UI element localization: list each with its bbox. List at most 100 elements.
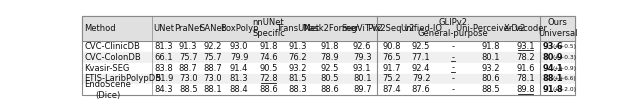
Bar — [83, 52, 575, 63]
Text: 80.1: 80.1 — [353, 74, 371, 83]
Text: SANet: SANet — [199, 24, 225, 33]
Text: 93.0: 93.0 — [230, 42, 248, 51]
Text: 93.6: 93.6 — [542, 42, 563, 51]
Text: CVC-ColonDB: CVC-ColonDB — [84, 53, 141, 62]
Text: 84.3: 84.3 — [155, 85, 173, 94]
Text: (++2.0): (++2.0) — [552, 87, 577, 92]
Text: 91.8: 91.8 — [542, 85, 563, 94]
Text: CVC-ClinicDB: CVC-ClinicDB — [84, 42, 140, 51]
Text: (++0.3): (++0.3) — [552, 55, 577, 60]
Text: 90.5: 90.5 — [259, 64, 278, 73]
Text: 88.3: 88.3 — [289, 85, 307, 94]
Text: 93.2: 93.2 — [289, 64, 307, 73]
Text: 91.4: 91.4 — [230, 64, 248, 73]
Text: 90.8: 90.8 — [382, 42, 401, 51]
Text: nnUNet
Specific: nnUNet Specific — [252, 19, 285, 38]
Text: 88.1: 88.1 — [203, 85, 221, 94]
Text: 91.7: 91.7 — [382, 64, 401, 73]
Text: PraNet: PraNet — [174, 24, 202, 33]
Text: -: - — [452, 74, 454, 83]
Text: (++0.9): (++0.9) — [552, 66, 577, 71]
Text: 93.2: 93.2 — [481, 64, 500, 73]
Text: TransUNet: TransUNet — [276, 24, 319, 33]
Text: Mask2Former: Mask2Former — [301, 24, 358, 33]
Text: 80.1: 80.1 — [481, 53, 500, 62]
Text: 79.3: 79.3 — [353, 53, 371, 62]
Text: 75.7: 75.7 — [203, 53, 221, 62]
Text: 92.4: 92.4 — [412, 64, 430, 73]
Text: -: - — [452, 85, 454, 94]
Text: UNet: UNet — [154, 24, 175, 33]
Text: -: - — [452, 42, 454, 51]
Text: 81.3: 81.3 — [230, 74, 248, 83]
Text: -: - — [452, 64, 454, 73]
Text: 94.1: 94.1 — [542, 64, 563, 73]
Text: 88.7: 88.7 — [203, 64, 221, 73]
Bar — [83, 73, 575, 84]
Text: (++0.5): (++0.5) — [552, 44, 577, 49]
Text: 87.6: 87.6 — [412, 85, 431, 94]
Text: 87.4: 87.4 — [382, 85, 401, 94]
Text: 91.8: 91.8 — [481, 42, 500, 51]
Text: 81.3: 81.3 — [155, 42, 173, 51]
Text: 76.2: 76.2 — [289, 53, 307, 62]
Text: 88.6: 88.6 — [321, 85, 339, 94]
Text: 91.6: 91.6 — [516, 64, 535, 73]
Text: 76.5: 76.5 — [382, 53, 401, 62]
Text: 92.5: 92.5 — [321, 64, 339, 73]
Text: 78.9: 78.9 — [321, 53, 339, 62]
Text: (++6.6): (++6.6) — [553, 77, 577, 81]
Text: ETIS-LaribPolypDB: ETIS-LaribPolypDB — [84, 74, 161, 83]
Text: 91.3: 91.3 — [289, 42, 307, 51]
Text: 83.8: 83.8 — [155, 64, 173, 73]
Text: 88.5: 88.5 — [481, 85, 500, 94]
Bar — [83, 16, 575, 41]
Text: Method: Method — [84, 24, 116, 33]
Text: X-Decoder: X-Decoder — [504, 24, 547, 33]
Text: EndoScene
(Dice): EndoScene (Dice) — [84, 80, 131, 100]
Text: 74.6: 74.6 — [259, 53, 278, 62]
Text: Ours
Universal: Ours Universal — [538, 19, 577, 38]
Text: 81.5: 81.5 — [289, 74, 307, 83]
Text: 91.8: 91.8 — [259, 42, 278, 51]
Text: Unified-IO: Unified-IO — [400, 24, 442, 33]
Text: GLIPv2
General-purpose: GLIPv2 General-purpose — [418, 19, 488, 38]
Text: 88.5: 88.5 — [179, 85, 198, 94]
Text: 88.4: 88.4 — [230, 85, 248, 94]
Text: 89.8: 89.8 — [516, 85, 535, 94]
Text: 80.9: 80.9 — [542, 53, 563, 62]
Text: 92.5: 92.5 — [412, 42, 430, 51]
Text: 75.7: 75.7 — [179, 53, 198, 62]
Bar — [83, 84, 575, 95]
Text: Kvasir-SEG: Kvasir-SEG — [84, 64, 130, 73]
Text: 51.9: 51.9 — [155, 74, 173, 83]
Text: 78.2: 78.2 — [516, 53, 535, 62]
Text: 88.6: 88.6 — [259, 85, 278, 94]
Text: Pix2Seq v2: Pix2Seq v2 — [369, 24, 415, 33]
Text: 72.8: 72.8 — [259, 74, 278, 83]
Bar — [83, 41, 575, 52]
Text: 77.1: 77.1 — [412, 53, 431, 62]
Text: 89.7: 89.7 — [353, 85, 371, 94]
Text: 73.0: 73.0 — [179, 74, 198, 83]
Text: 92.2: 92.2 — [203, 42, 221, 51]
Text: 88.1: 88.1 — [542, 74, 563, 83]
Text: -: - — [452, 53, 454, 62]
Text: 79.2: 79.2 — [412, 74, 430, 83]
Text: 80.5: 80.5 — [321, 74, 339, 83]
Bar — [83, 63, 575, 73]
Text: 73.0: 73.0 — [203, 74, 221, 83]
Text: 75.2: 75.2 — [382, 74, 401, 83]
Text: 91.3: 91.3 — [179, 42, 198, 51]
Text: 92.6: 92.6 — [353, 42, 371, 51]
Text: 93.1: 93.1 — [353, 64, 371, 73]
Text: 66.1: 66.1 — [155, 53, 173, 62]
Text: 79.9: 79.9 — [230, 53, 248, 62]
Text: Uni-Perceiver v2: Uni-Perceiver v2 — [456, 24, 525, 33]
Text: 91.8: 91.8 — [321, 42, 339, 51]
Text: 78.1: 78.1 — [516, 74, 535, 83]
Text: 93.1: 93.1 — [516, 42, 535, 51]
Text: BoxPolyp: BoxPolyp — [220, 24, 259, 33]
Text: 80.6: 80.6 — [481, 74, 500, 83]
Text: SegViT-V2: SegViT-V2 — [341, 24, 383, 33]
